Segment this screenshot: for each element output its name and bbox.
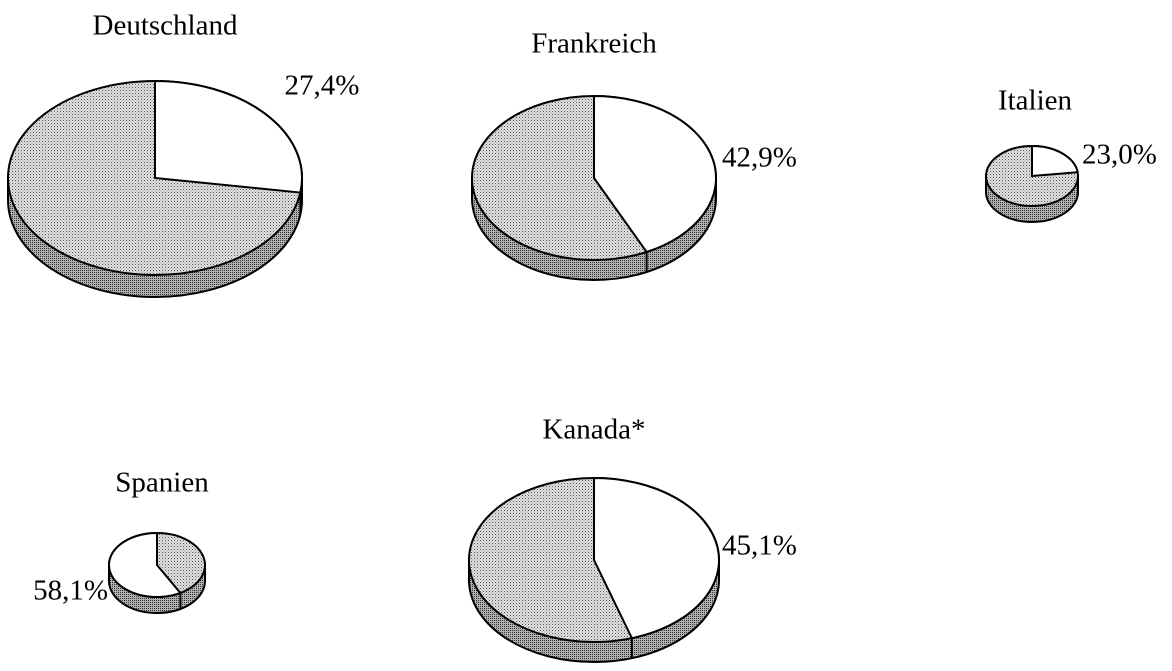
pie-title: Italien (998, 85, 1073, 117)
pie-title: Frankreich (531, 28, 657, 60)
value-label: 23,0% (1082, 139, 1157, 171)
pie-slice (108, 531, 183, 598)
pie-slice (1031, 144, 1079, 178)
pie-title: Deutschland (93, 10, 238, 42)
pie-title: Kanada* (542, 414, 645, 446)
pie-slice (593, 476, 720, 640)
pie-title: Spanien (115, 467, 209, 499)
pie-slice (154, 79, 303, 194)
value-label: 45,1% (722, 530, 797, 562)
value-label: 42,9% (722, 142, 797, 174)
value-label: 58,1% (33, 575, 108, 607)
value-label: 27,4% (285, 70, 360, 102)
pie-slice (593, 94, 717, 254)
